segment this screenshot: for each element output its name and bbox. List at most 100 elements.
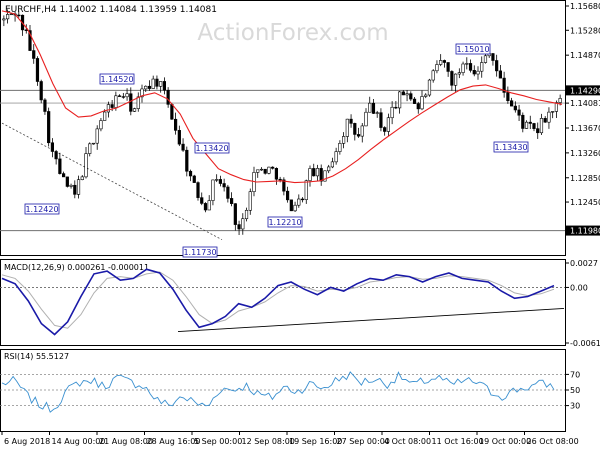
y-tick-label: 1.12450	[570, 198, 600, 207]
candle	[386, 113, 391, 137]
candle	[218, 175, 223, 187]
candle	[465, 57, 469, 70]
candle	[502, 71, 506, 98]
y-tick-label: 1.15280	[570, 26, 600, 35]
x-tick-label: 4 Oct 08:00	[384, 437, 431, 446]
candle	[32, 44, 36, 64]
candle	[480, 56, 484, 78]
candle	[274, 167, 279, 185]
candle	[125, 88, 129, 101]
x-tick-label: 21 Aug 08:00	[99, 437, 153, 446]
candle	[95, 125, 99, 150]
price-annotation-0: 1.14520	[99, 73, 135, 85]
price-trendline	[1, 122, 223, 241]
watermark: ActionForex.com	[197, 20, 388, 46]
moving-average-line	[1, 10, 563, 184]
candle	[312, 163, 316, 177]
candle	[543, 116, 547, 123]
candle	[491, 53, 495, 66]
candle	[409, 91, 413, 102]
candle	[341, 132, 346, 149]
candle	[457, 68, 461, 79]
macd-y-tick-label: 0.0027	[570, 259, 598, 268]
candle	[196, 181, 200, 201]
candle	[528, 115, 532, 130]
candle	[319, 164, 323, 186]
candle	[394, 101, 398, 110]
candle	[506, 86, 510, 104]
candle	[222, 178, 226, 192]
candle	[140, 84, 144, 103]
rsi-line	[1, 371, 555, 413]
candle	[420, 90, 424, 111]
candle	[159, 81, 163, 93]
candle	[43, 98, 47, 115]
candle	[424, 93, 428, 99]
candle	[308, 165, 312, 187]
candle	[360, 123, 364, 143]
candle	[405, 90, 409, 102]
candle	[47, 107, 51, 147]
candle	[54, 149, 58, 165]
macd-title: MACD(12,26,9) 0.000261 -0.000011	[4, 263, 149, 272]
candle	[174, 112, 178, 135]
candle	[207, 195, 211, 211]
macd-line	[1, 268, 555, 336]
candle	[383, 126, 387, 136]
candle	[461, 61, 465, 76]
candle	[509, 97, 514, 107]
macd-y-tick-label: 0.00	[570, 283, 588, 292]
candle	[304, 179, 308, 204]
candle	[446, 62, 450, 77]
y-tick-label: 1.12850	[570, 174, 600, 183]
candle	[539, 113, 544, 136]
candle	[267, 166, 271, 175]
rsi-y-tick-label: 30	[570, 402, 580, 411]
candle	[468, 59, 473, 73]
x-tick-label: 28 Aug 16:00	[147, 437, 201, 446]
candle	[91, 142, 96, 145]
candle	[144, 85, 148, 92]
candle	[315, 164, 320, 181]
y-tick-label: 1.13260	[570, 149, 600, 158]
candle	[99, 117, 103, 132]
price-annotation-2: 1.13420	[194, 142, 230, 154]
candle	[132, 107, 137, 112]
candle	[345, 118, 349, 143]
candle	[364, 108, 368, 127]
candle	[69, 183, 73, 189]
macd-y-tick-label: -0.006114	[570, 339, 600, 348]
candle	[397, 90, 402, 114]
candle	[278, 176, 282, 183]
candle	[65, 176, 69, 188]
candle	[327, 164, 331, 174]
candle	[17, 10, 21, 18]
candle	[244, 207, 249, 222]
svg-text:1.11730: 1.11730	[183, 248, 216, 257]
candle	[532, 122, 536, 132]
macd-trendline	[177, 307, 565, 333]
rsi-y-tick-label: 70	[570, 370, 580, 379]
candle	[495, 54, 499, 77]
candle	[375, 110, 379, 118]
candle	[368, 96, 372, 113]
candle	[282, 177, 286, 196]
candle	[241, 213, 245, 235]
rsi-y-tick-label: 50	[570, 386, 580, 395]
y-tick-label: 1.13670	[570, 124, 600, 133]
candle	[80, 175, 84, 181]
candle	[330, 157, 335, 169]
candle	[151, 75, 155, 90]
candle	[2, 15, 6, 27]
rsi-title: RSI(14) 55.5127	[4, 352, 69, 361]
x-tick-label: 5 Sep 00:00	[194, 437, 242, 446]
candle	[551, 111, 555, 119]
candle	[203, 202, 208, 213]
candle	[166, 87, 170, 108]
candle	[338, 140, 342, 155]
y-tick-label: 1.11980	[570, 227, 600, 236]
candle	[353, 122, 357, 141]
level-price-box	[566, 85, 600, 96]
price-annotation-4: 1.11730	[182, 246, 218, 258]
